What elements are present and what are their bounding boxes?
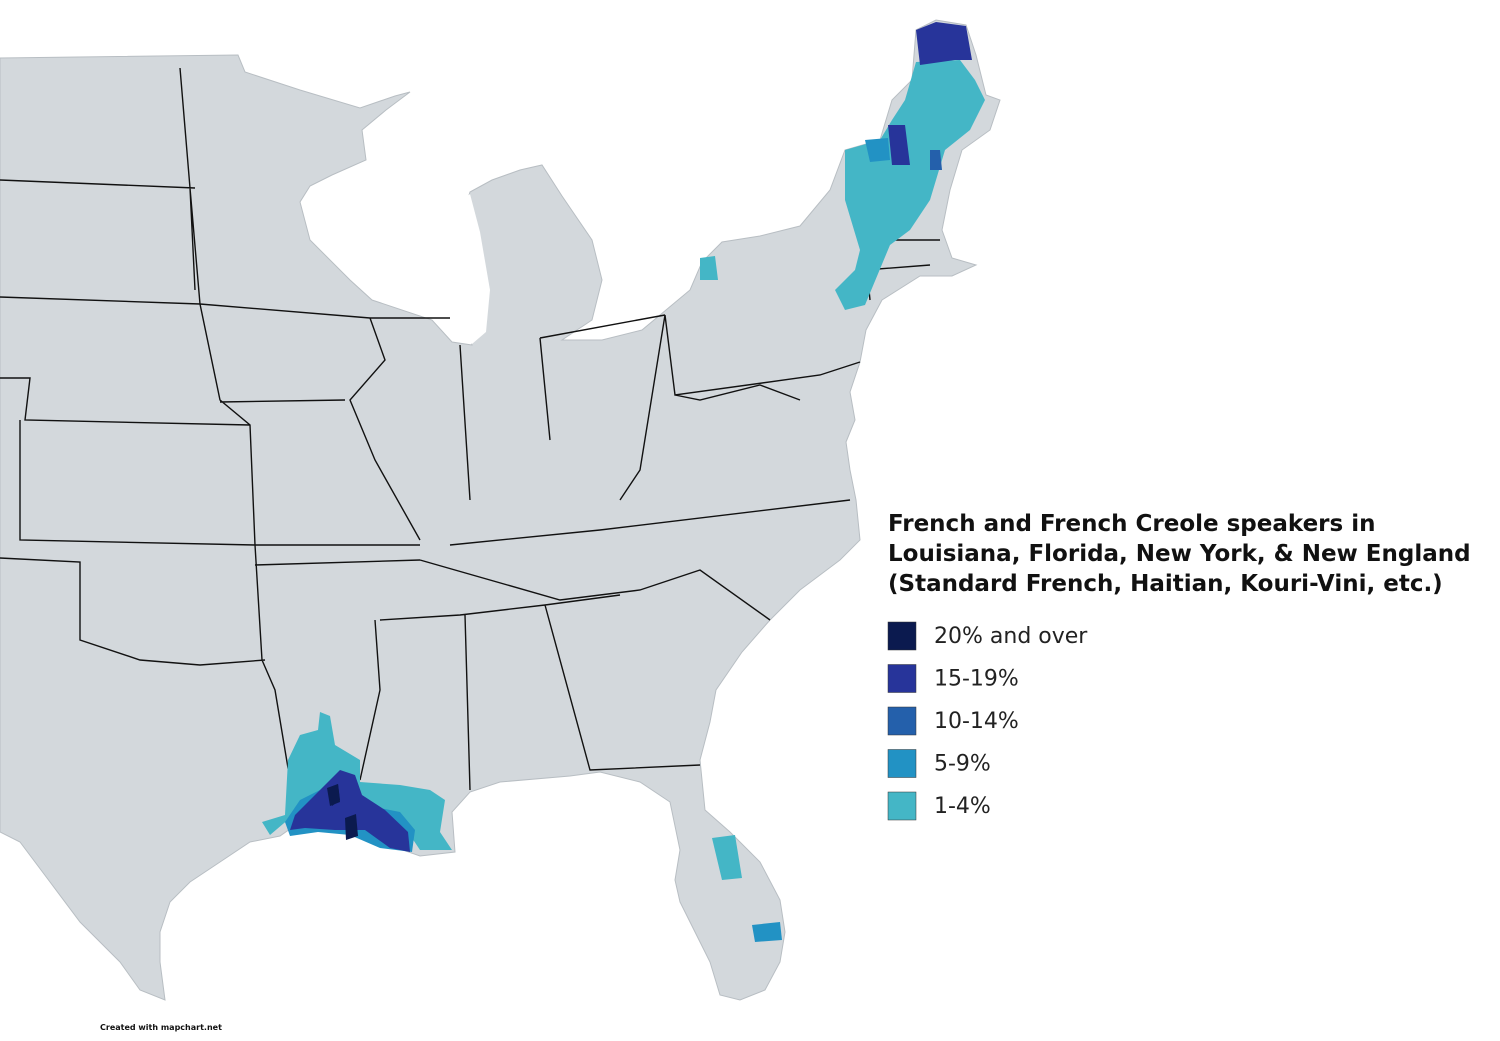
legend-label: 10-14% bbox=[934, 709, 1019, 734]
region bbox=[290, 770, 410, 852]
legend-swatch bbox=[887, 749, 917, 778]
land bbox=[0, 19, 1001, 1001]
legend-swatch bbox=[887, 621, 917, 651]
state-border bbox=[0, 67, 940, 791]
region bbox=[916, 22, 972, 65]
region bbox=[835, 60, 985, 310]
legend-label: 1-4% bbox=[934, 794, 991, 819]
title-line: (Standard French, Haitian, Kouri-Vini, e… bbox=[888, 571, 1443, 597]
credit: Created with mapchart.net bbox=[100, 1023, 222, 1032]
legend-swatch bbox=[887, 664, 917, 693]
region bbox=[700, 256, 718, 280]
title-line: French and French Creole speakers in bbox=[888, 511, 1375, 537]
region bbox=[752, 922, 782, 942]
legend-swatch bbox=[887, 706, 917, 736]
region bbox=[930, 150, 942, 170]
region bbox=[327, 784, 340, 806]
legend-swatch bbox=[887, 791, 917, 821]
legend-label: 20% and over bbox=[934, 624, 1088, 649]
state-borders bbox=[0, 67, 940, 791]
legend: 20% and over 15-19% 10-14% 5-9% 1-4% bbox=[887, 621, 1088, 821]
lake-michigan bbox=[446, 194, 490, 344]
legend-label: 5-9% bbox=[934, 752, 991, 777]
region bbox=[888, 125, 910, 165]
region bbox=[345, 814, 358, 840]
legend-label: 15-19% bbox=[934, 667, 1019, 692]
shaded-regions bbox=[262, 22, 985, 942]
title-line: Louisiana, Florida, New York, & New Engl… bbox=[888, 541, 1471, 567]
region bbox=[865, 138, 890, 162]
region bbox=[712, 835, 742, 880]
legend-title: French and French Creole speakers in Lou… bbox=[888, 511, 1471, 597]
